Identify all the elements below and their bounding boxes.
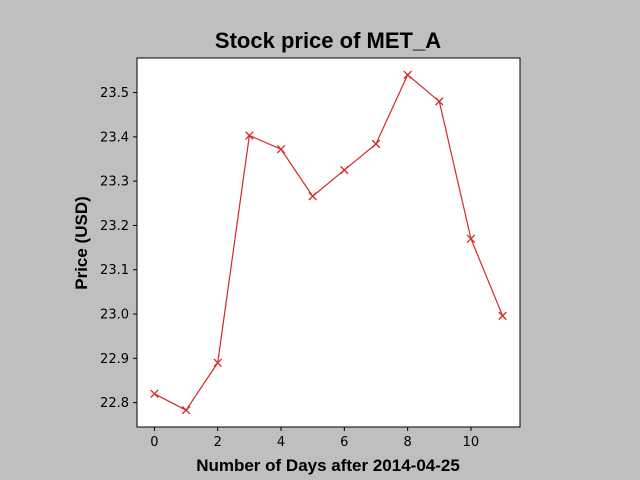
y-tick-label: 23.1 <box>100 263 129 278</box>
data-point <box>403 70 412 80</box>
data-point <box>181 405 191 415</box>
x-tick-label: 2 <box>214 435 222 450</box>
y-tick-label: 23.5 <box>100 86 129 101</box>
data-point <box>466 234 476 243</box>
y-tick-label: 22.8 <box>100 396 129 411</box>
data-point <box>308 191 317 201</box>
y-axis-label: Price (USD) <box>72 196 91 290</box>
x-axis: 0 2 4 6 8 10 <box>150 427 479 450</box>
y-axis: 22.8 22.9 23.0 23.1 23.2 23.3 23.4 23.5 <box>100 86 137 411</box>
x-axis-label: Number of Days after 2014-04-25 <box>196 456 460 475</box>
x-tick-label: 10 <box>463 435 480 450</box>
x-tick-label: 6 <box>340 435 348 450</box>
data-point <box>340 165 349 175</box>
y-tick-label: 22.9 <box>100 352 129 367</box>
y-tick-label: 23.0 <box>100 308 129 323</box>
series-layer <box>150 70 507 415</box>
data-point <box>213 358 222 368</box>
data-point <box>498 311 507 321</box>
x-tick-label: 4 <box>277 435 285 450</box>
plot-area <box>136 57 521 428</box>
y-tick-label: 23.4 <box>100 130 129 145</box>
data-point <box>371 139 381 149</box>
data-point <box>150 389 159 399</box>
data-point <box>435 97 444 106</box>
x-tick-label: 8 <box>403 435 411 450</box>
data-point <box>276 144 286 154</box>
x-tick-label: 0 <box>150 435 158 450</box>
y-tick-label: 23.2 <box>100 219 129 234</box>
series-line <box>154 73 504 411</box>
data-point <box>245 131 254 140</box>
chart-title: Stock price of MET_A <box>215 28 441 53</box>
y-tick-label: 23.3 <box>100 175 129 190</box>
